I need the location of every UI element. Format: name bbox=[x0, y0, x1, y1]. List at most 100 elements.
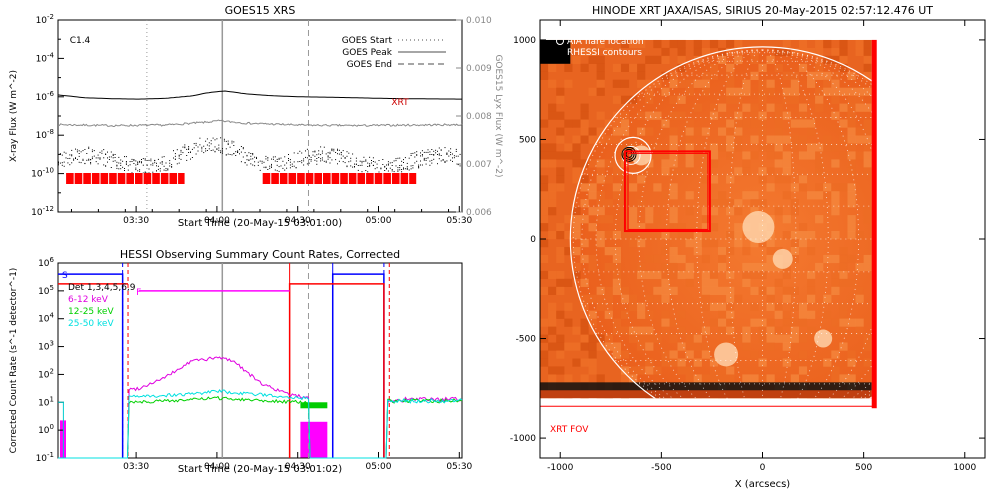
xrt-mosaic-tile bbox=[596, 55, 605, 64]
goes-short-point bbox=[120, 168, 122, 170]
xrt-mosaic-tile bbox=[823, 135, 832, 144]
goes-short-point bbox=[291, 165, 293, 167]
xrt-mosaic-tile bbox=[620, 119, 630, 128]
xrt-mosaic-tile bbox=[620, 63, 630, 72]
goes-short-point bbox=[141, 161, 142, 163]
goes-short-point bbox=[433, 150, 435, 152]
xrt-mosaic-tile bbox=[580, 254, 589, 264]
goes-short-point bbox=[337, 153, 338, 155]
goes-short-point bbox=[116, 164, 118, 166]
goes-short-point bbox=[344, 157, 346, 159]
goes-short-point bbox=[452, 153, 453, 155]
xrt-mosaic-tile bbox=[556, 127, 565, 136]
xrt-mosaic-tile bbox=[596, 111, 605, 120]
xrt-lon-line bbox=[762, 49, 944, 429]
xrt-mosaic-tile bbox=[629, 239, 638, 248]
goes-short-point bbox=[316, 154, 318, 156]
goes-short-point bbox=[152, 162, 154, 164]
xrt-mosaic-tile bbox=[669, 207, 678, 216]
xrt-mosaic-tile bbox=[807, 127, 816, 136]
goes-short-point bbox=[284, 156, 286, 158]
xrt-mosaic-tile bbox=[669, 135, 678, 144]
goes-short-point bbox=[410, 155, 412, 156]
goes-short-point bbox=[429, 151, 431, 153]
xrt-mosaic-tile bbox=[847, 358, 856, 367]
xrt-mosaic-tile bbox=[839, 47, 848, 57]
goes-short-point bbox=[312, 154, 314, 156]
goes-short-point bbox=[276, 164, 278, 166]
goes-short-point bbox=[401, 164, 403, 166]
goes-short-point bbox=[320, 160, 322, 162]
goes-short-point bbox=[267, 169, 269, 170]
xrt-mosaic-tile bbox=[572, 342, 581, 351]
goes-short-point bbox=[120, 164, 122, 166]
hessi-xtick-label: 05:00 bbox=[366, 462, 392, 472]
goes-short-point bbox=[376, 167, 378, 169]
xrt-mosaic-tile bbox=[798, 231, 808, 240]
goes-short-point bbox=[420, 160, 421, 162]
goes-short-point bbox=[301, 160, 303, 162]
xrt-mosaic-tile bbox=[798, 302, 808, 311]
goes-short-point bbox=[427, 151, 429, 153]
xrt-mosaic-tile bbox=[645, 87, 654, 96]
xrt-mosaic-tile bbox=[782, 286, 791, 295]
hessi-attenuator-blocks bbox=[60, 402, 328, 458]
xrt-mosaic-tile bbox=[588, 135, 597, 144]
xrt-mosaic-tile bbox=[677, 95, 686, 104]
xrt-mosaic-tile bbox=[572, 247, 581, 256]
xrt-mosaic-tile bbox=[693, 151, 702, 160]
xrt-mosaic-tile bbox=[790, 286, 799, 295]
goes-short-point bbox=[280, 157, 282, 159]
goes-short-point bbox=[276, 158, 278, 160]
xrt-mosaic-tile bbox=[588, 334, 597, 343]
goes-short-point bbox=[406, 168, 408, 170]
xrt-mosaic-tile bbox=[855, 326, 864, 335]
goes-short-point bbox=[190, 151, 191, 153]
goes-short-point bbox=[78, 150, 80, 152]
xrt-mosaic-tile bbox=[839, 103, 848, 112]
xrt-mosaic-tile bbox=[596, 39, 605, 49]
xrt-mosaic-tile bbox=[782, 215, 791, 224]
xrt-mosaic-tile bbox=[677, 223, 686, 232]
goes-short-point bbox=[108, 159, 110, 160]
goes-short-point bbox=[276, 161, 278, 162]
xrt-mosaic-tile bbox=[863, 167, 872, 176]
xrt-mosaic-tile bbox=[847, 167, 856, 176]
goes-short-point bbox=[438, 158, 440, 160]
goes-short-point bbox=[154, 162, 156, 164]
xrt-mosaic-tile bbox=[693, 127, 702, 136]
goes-short-point bbox=[191, 148, 193, 150]
xrt-mosaic-tile bbox=[855, 47, 864, 57]
goes-short-point bbox=[206, 138, 208, 140]
goes-short-point bbox=[452, 157, 453, 159]
xrt-mosaic-tile bbox=[661, 326, 670, 335]
goes-short-point bbox=[429, 160, 431, 162]
hessi-plot-frame bbox=[57, 262, 463, 459]
goes-short-point bbox=[459, 153, 461, 155]
xrt-mosaic-tile bbox=[815, 103, 824, 112]
goes-short-point bbox=[389, 162, 391, 164]
goes-short-point bbox=[429, 164, 431, 166]
goes-short-point bbox=[206, 150, 208, 151]
xrt-mosaic-tile bbox=[612, 286, 621, 295]
xrt-mosaic-tile bbox=[855, 286, 864, 295]
goes-short-point bbox=[374, 161, 376, 163]
goes-short-point bbox=[342, 150, 344, 152]
xrt-mosaic-tile bbox=[620, 111, 630, 120]
goes-legend-label: GOES Start bbox=[342, 36, 393, 46]
goes-short-point bbox=[157, 158, 159, 160]
xrt-mosaic-tile bbox=[734, 167, 743, 176]
goes-short-point bbox=[218, 149, 220, 151]
xrt-mosaic-tile bbox=[863, 215, 872, 224]
goes-short-point bbox=[423, 159, 425, 161]
xrt-mosaic-tile bbox=[677, 79, 686, 88]
goes-short-point bbox=[267, 157, 269, 159]
xrt-mosaic-tile bbox=[774, 127, 783, 136]
goes-short-point bbox=[257, 164, 259, 166]
goes-short-point bbox=[165, 162, 167, 164]
goes-short-point bbox=[367, 171, 369, 173]
xrt-mosaic-tile bbox=[734, 87, 743, 96]
goes-short-point bbox=[318, 153, 320, 155]
xrt-mosaic-tile bbox=[596, 215, 605, 224]
xrt-mosaic-tile bbox=[798, 183, 808, 192]
